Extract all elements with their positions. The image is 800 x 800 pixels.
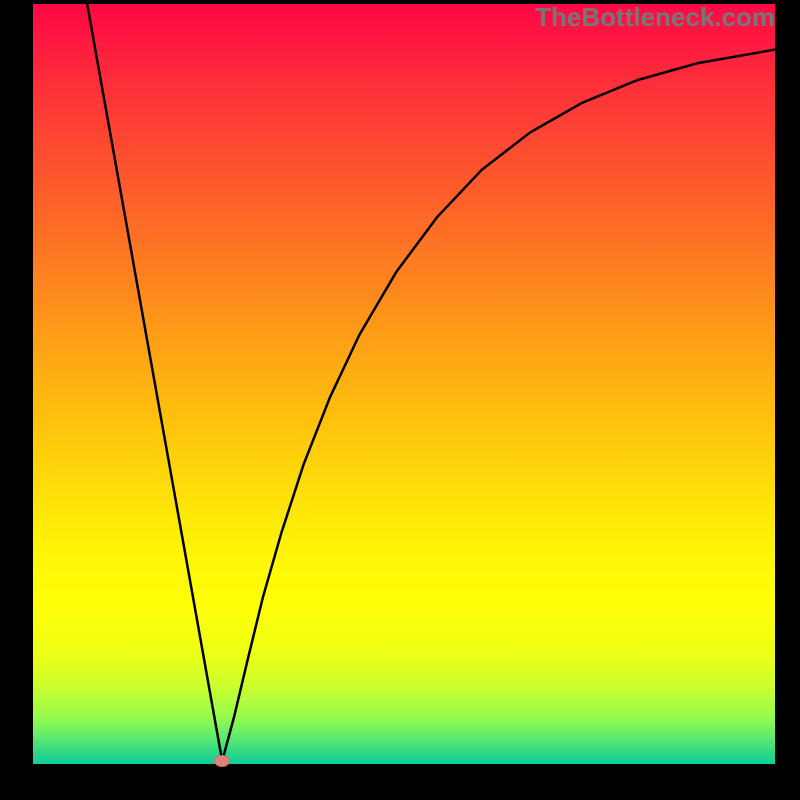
gradient-plot-area	[33, 4, 775, 764]
